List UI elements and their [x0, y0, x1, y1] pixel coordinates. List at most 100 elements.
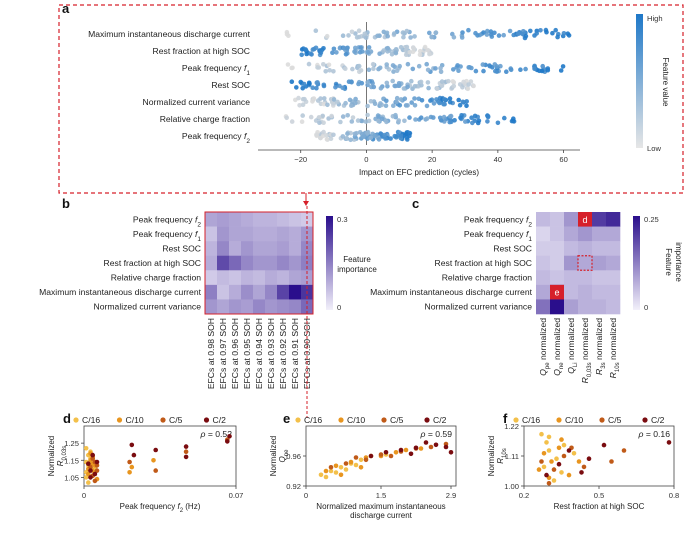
- legend-label: C/16: [522, 415, 540, 425]
- shap-point: [456, 68, 461, 73]
- heatmap-cell: [578, 241, 593, 257]
- panel-a-feature-label: Relative charge fraction: [160, 114, 251, 124]
- heatmap-cell: [606, 212, 621, 227]
- shap-point: [365, 50, 371, 55]
- scatter-point: [403, 447, 409, 453]
- panel-c-cb-title-2: importance: [674, 242, 683, 282]
- y-axis-label: NormalizedR0,03s: [47, 436, 68, 476]
- panel-c-cb-title-1: Feature: [664, 248, 673, 276]
- shap-point: [532, 33, 537, 38]
- shap-point: [460, 99, 466, 105]
- scatter-point: [338, 472, 344, 478]
- shap-point: [321, 62, 326, 67]
- shap-point: [396, 118, 402, 123]
- shap-point: [419, 98, 425, 103]
- heatmap-cell: [229, 299, 242, 315]
- shap-point: [353, 96, 358, 102]
- scatter-point: [609, 459, 614, 464]
- shap-point: [344, 135, 350, 141]
- heatmap-cell: [277, 212, 290, 227]
- heatmap-cell: [301, 226, 314, 242]
- heatmap-cell: [550, 270, 565, 286]
- shap-point: [550, 30, 555, 36]
- rho-label: ρ = 0.16: [638, 429, 671, 439]
- scatter-point: [227, 434, 232, 439]
- heatmap-cell: [253, 284, 266, 300]
- shap-point: [315, 65, 320, 70]
- scatter-point: [601, 442, 607, 448]
- y-tick-label: 1.15: [64, 456, 79, 465]
- shap-point: [511, 32, 516, 38]
- heatmap-cell: [564, 241, 579, 257]
- scatter-point: [86, 471, 91, 477]
- heatmap-cell: [253, 270, 266, 286]
- heatmap-cell: [564, 255, 579, 271]
- shap-point: [365, 130, 370, 136]
- scatter-point: [554, 456, 559, 462]
- shap-point: [382, 132, 387, 138]
- shap-point: [528, 28, 533, 34]
- shap-point: [407, 115, 412, 120]
- scatter-point: [576, 459, 582, 464]
- heatmap-b-frame: [204, 211, 314, 315]
- panel-b-cb-max: 0.3: [337, 215, 348, 224]
- y-tick-label: 1.00: [504, 482, 519, 491]
- shap-point: [398, 45, 404, 50]
- scatter-point: [83, 475, 89, 480]
- scatter-point: [579, 470, 584, 475]
- heatmap-cell: [289, 241, 302, 257]
- legend-label: C/10: [126, 415, 144, 425]
- shap-point: [375, 33, 380, 39]
- shap-point: [378, 86, 384, 91]
- shap-point: [289, 119, 295, 124]
- shap-point: [393, 112, 398, 118]
- shap-point: [390, 63, 396, 68]
- shap-point: [411, 46, 417, 51]
- shap-point: [417, 48, 423, 54]
- scatter-point: [388, 453, 394, 459]
- x-tick-label: 0.2: [519, 491, 530, 500]
- shap-point: [451, 35, 457, 40]
- scatter-point: [551, 467, 557, 472]
- heatmap-cell: [253, 255, 266, 271]
- scatter-point: [92, 471, 98, 477]
- scatter-point: [418, 446, 424, 451]
- heatmap-cell: [578, 226, 593, 242]
- shap-point: [539, 68, 545, 74]
- box-d: [578, 212, 592, 227]
- scatter-point: [408, 451, 414, 457]
- panel-label-d: d: [63, 411, 71, 426]
- heatmap-col-label: EFCs at 0.96 SOH: [230, 318, 240, 389]
- colorbar-title: Feature value: [661, 58, 670, 107]
- heatmap-cell: [592, 226, 607, 242]
- scatter-point: [343, 461, 349, 466]
- scatter-point: [539, 431, 544, 437]
- panel-a-colorbar: [636, 14, 643, 148]
- heatmap-cell: [277, 284, 290, 300]
- shap-point: [314, 80, 320, 85]
- shap-point: [389, 52, 395, 57]
- panel-label-f: f: [503, 411, 508, 426]
- heatmap-cell: [289, 212, 302, 227]
- scatter-point: [153, 468, 158, 473]
- panel-a-feature-label: Peak frequency f2: [182, 131, 251, 145]
- shap-point: [321, 120, 326, 125]
- shap-point: [330, 101, 336, 106]
- shap-point: [356, 81, 361, 87]
- shap-point: [466, 82, 471, 87]
- shap-point: [343, 100, 348, 106]
- shap-point: [398, 97, 404, 102]
- heatmap-cell: [241, 226, 254, 242]
- shap-point: [538, 28, 543, 33]
- panel-e-scatter: e C/16 C/10 C/5 C/2 0 1.5 2.9 0.92 0.96 ρ = 0.59 No…: [269, 411, 457, 520]
- heatmap-cell: [578, 270, 593, 286]
- shap-point: [447, 119, 453, 125]
- legend-marker: [295, 417, 301, 423]
- shap-point: [481, 30, 486, 35]
- x-tick-label: 0.8: [669, 491, 680, 500]
- y-tick-label: 0.96: [286, 452, 301, 461]
- scatter-point: [88, 468, 93, 473]
- shap-point: [366, 67, 372, 73]
- shap-point: [310, 99, 315, 104]
- legend-marker: [160, 417, 166, 423]
